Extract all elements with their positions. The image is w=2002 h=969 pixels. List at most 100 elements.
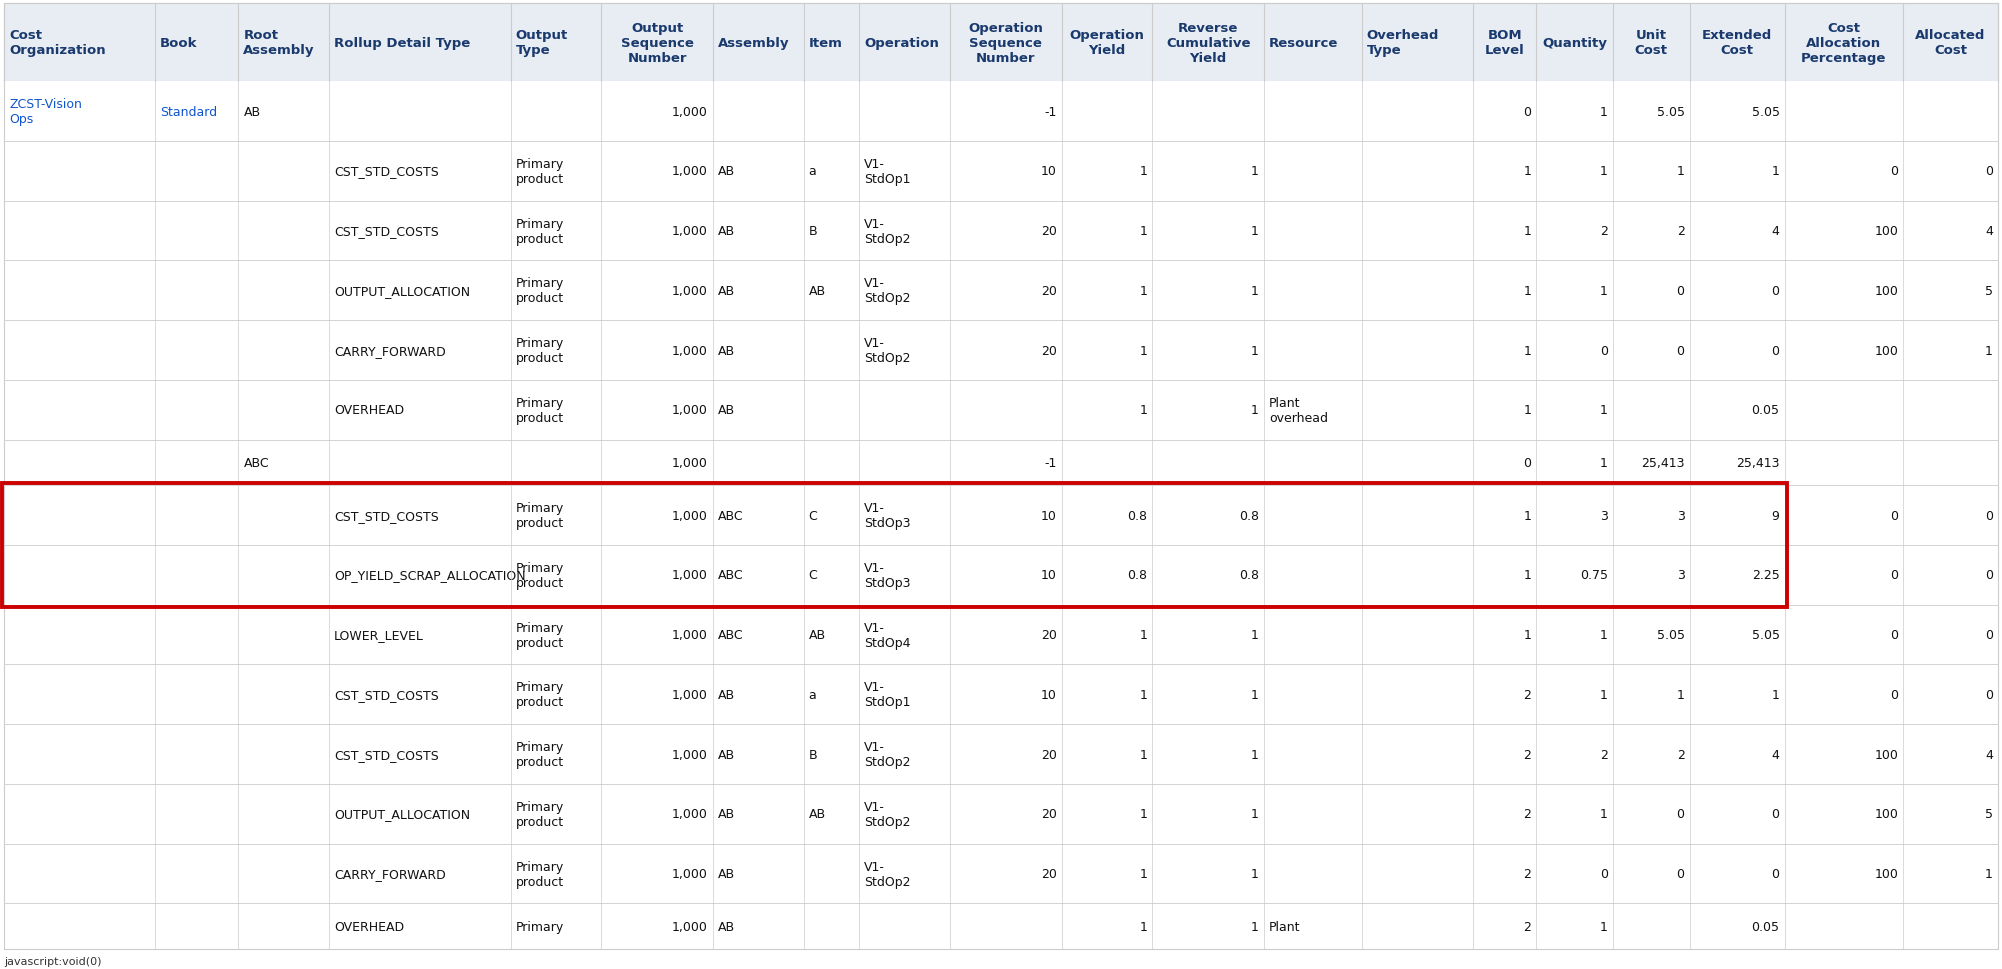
Text: AB: AB [809, 807, 825, 821]
Text: C: C [809, 569, 817, 581]
Text: 0: 0 [1676, 285, 1684, 297]
Text: 20: 20 [1041, 344, 1057, 358]
Text: 1: 1 [1524, 344, 1532, 358]
Text: 100: 100 [1874, 807, 1898, 821]
Text: AB: AB [719, 920, 735, 933]
Text: Quantity: Quantity [1542, 37, 1608, 49]
Bar [4, 784, 1998, 844]
Text: Primary
product: Primary product [517, 158, 565, 186]
Text: Plant
overhead: Plant overhead [1269, 396, 1327, 424]
Text: 20: 20 [1041, 748, 1057, 761]
Text: 100: 100 [1874, 344, 1898, 358]
Text: 1: 1 [1139, 404, 1147, 417]
Bar [4, 141, 1998, 202]
Text: Root
Assembly: Root Assembly [244, 29, 314, 57]
Text: 1: 1 [1524, 165, 1532, 178]
Text: 1: 1 [1139, 688, 1147, 702]
Text: Assembly: Assembly [719, 37, 789, 49]
Text: 3: 3 [1678, 509, 1684, 522]
Text: 1,000: 1,000 [673, 688, 709, 702]
Text: 0: 0 [1986, 509, 1994, 522]
Text: 1: 1 [1524, 569, 1532, 581]
Text: Standard: Standard [160, 106, 216, 118]
Text: AB: AB [719, 165, 735, 178]
Text: 10: 10 [1041, 165, 1057, 178]
Text: 3: 3 [1600, 509, 1608, 522]
Text: 0: 0 [1772, 344, 1780, 358]
Text: V1-
StdOp1: V1- StdOp1 [865, 158, 911, 186]
Text: 100: 100 [1874, 285, 1898, 297]
Text: -1: -1 [1045, 456, 1057, 470]
Text: V1-
StdOp2: V1- StdOp2 [865, 800, 911, 828]
Text: 1,000: 1,000 [673, 867, 709, 880]
Text: Primary
product: Primary product [517, 337, 565, 364]
Text: 1: 1 [1600, 920, 1608, 933]
Text: 1: 1 [1251, 344, 1259, 358]
Bar [4, 440, 1998, 485]
Text: Plant: Plant [1269, 920, 1301, 933]
Text: 1,000: 1,000 [673, 920, 709, 933]
Text: 1: 1 [1524, 225, 1532, 237]
Text: 1: 1 [1772, 165, 1780, 178]
Text: javascript:void(0): javascript:void(0) [4, 956, 102, 966]
Text: 1: 1 [1139, 629, 1147, 641]
Text: V1-
StdOp3: V1- StdOp3 [865, 502, 911, 530]
Text: 0: 0 [1890, 509, 1898, 522]
Text: 20: 20 [1041, 225, 1057, 237]
Text: 2: 2 [1524, 867, 1532, 880]
Text: 1: 1 [1678, 165, 1684, 178]
Text: -1: -1 [1045, 106, 1057, 118]
Text: 1,000: 1,000 [673, 569, 709, 581]
Text: 1,000: 1,000 [673, 509, 709, 522]
Text: AB: AB [719, 225, 735, 237]
Text: 2: 2 [1600, 748, 1608, 761]
Text: AB: AB [719, 285, 735, 297]
Text: 2: 2 [1678, 225, 1684, 237]
Text: 1,000: 1,000 [673, 285, 709, 297]
Text: 4: 4 [1772, 748, 1780, 761]
Text: 1: 1 [1772, 688, 1780, 702]
Text: 1: 1 [1524, 509, 1532, 522]
Text: 1: 1 [1251, 807, 1259, 821]
Text: 2: 2 [1524, 688, 1532, 702]
Text: 1: 1 [1600, 165, 1608, 178]
Text: 0: 0 [1676, 344, 1684, 358]
Text: a: a [809, 165, 817, 178]
Text: 100: 100 [1874, 748, 1898, 761]
Bar [4, 546, 1998, 605]
Text: 1: 1 [1600, 456, 1608, 470]
Text: 1: 1 [1139, 165, 1147, 178]
Text: 1,000: 1,000 [673, 344, 709, 358]
Text: 10: 10 [1041, 509, 1057, 522]
Text: 25,413: 25,413 [1736, 456, 1780, 470]
Text: V1-
StdOp2: V1- StdOp2 [865, 217, 911, 245]
Text: 1: 1 [1524, 404, 1532, 417]
Text: 1: 1 [1139, 867, 1147, 880]
Bar [4, 903, 1998, 949]
Text: Primary
product: Primary product [517, 800, 565, 828]
Text: OP_YIELD_SCRAP_ALLOCATION: OP_YIELD_SCRAP_ALLOCATION [334, 569, 527, 581]
Text: 1,000: 1,000 [673, 748, 709, 761]
Text: Primary
product: Primary product [517, 740, 565, 768]
Text: 0: 0 [1986, 688, 1994, 702]
Text: Primary
product: Primary product [517, 217, 565, 245]
Text: 3: 3 [1678, 569, 1684, 581]
Text: 5: 5 [1986, 285, 1994, 297]
Text: 2: 2 [1524, 748, 1532, 761]
Text: 1: 1 [1678, 688, 1684, 702]
Text: CST_STD_COSTS: CST_STD_COSTS [334, 509, 438, 522]
Text: 1: 1 [1600, 106, 1608, 118]
Text: 2: 2 [1600, 225, 1608, 237]
Text: V1-
StdOp2: V1- StdOp2 [865, 277, 911, 305]
Bar [4, 665, 1998, 725]
Text: 0: 0 [1890, 688, 1898, 702]
Text: AB: AB [809, 629, 825, 641]
Text: 1: 1 [1986, 344, 1994, 358]
Text: 1: 1 [1139, 285, 1147, 297]
Text: 4: 4 [1772, 225, 1780, 237]
Text: 0: 0 [1986, 569, 1994, 581]
Text: 0: 0 [1772, 807, 1780, 821]
Text: 20: 20 [1041, 629, 1057, 641]
Text: 2: 2 [1678, 748, 1684, 761]
Text: 100: 100 [1874, 867, 1898, 880]
